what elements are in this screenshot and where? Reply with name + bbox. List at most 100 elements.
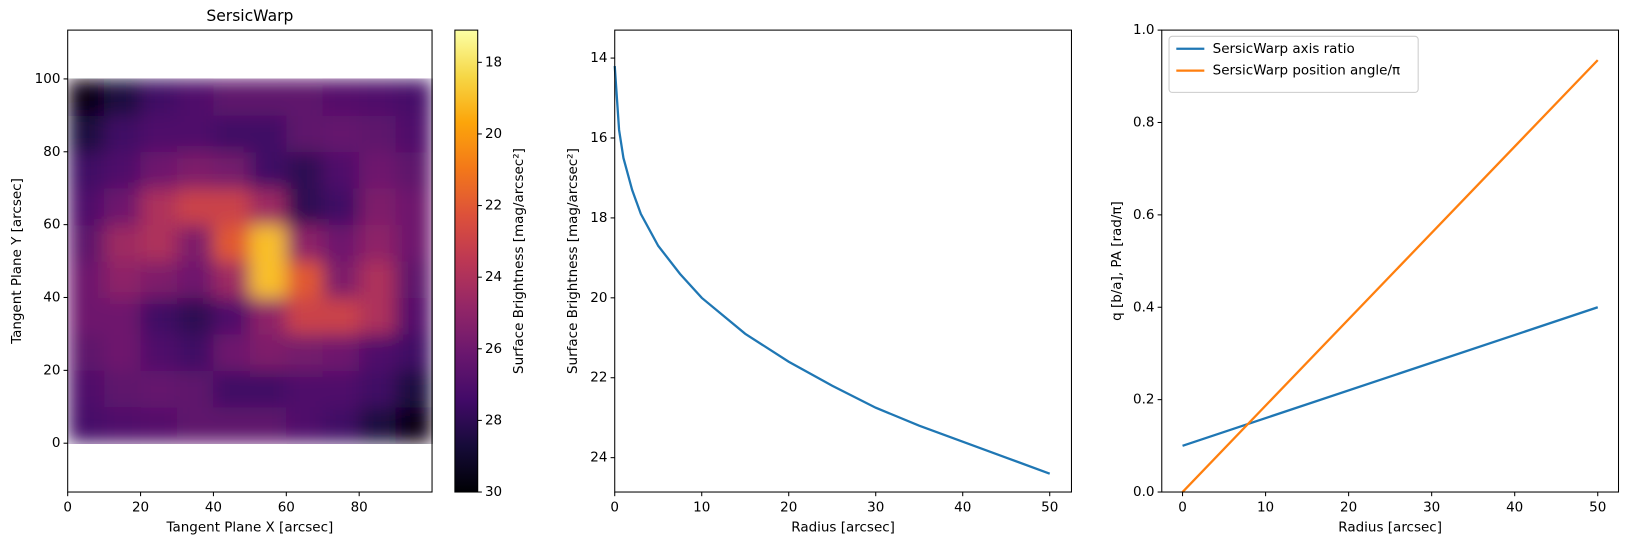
heatmap-cell [359, 151, 397, 189]
heatmap-cell [322, 261, 360, 299]
axes-frame [614, 29, 1072, 493]
heatmap-cell [322, 370, 360, 408]
y-tick-label: 0.8 [1133, 114, 1154, 130]
heatmap-cell [249, 370, 287, 408]
heatmap-cell [104, 406, 142, 444]
y-tick-label: 20 [590, 290, 607, 306]
heatmap-cell [395, 115, 433, 153]
heatmap-cell [67, 188, 105, 226]
heatmap-cell [104, 188, 142, 226]
x-tick-label: 10 [1257, 500, 1274, 516]
heatmap-cell [322, 297, 360, 335]
heatmap-cell [67, 370, 105, 408]
y-tick-label: 14 [590, 50, 607, 66]
heatmap-cell [395, 224, 433, 262]
y-tick-label: 16 [590, 130, 607, 146]
heatmap-cell [395, 406, 433, 444]
heatmap-cell [249, 333, 287, 371]
y-axis-label: Tangent Plane Y [arcsec] [9, 178, 25, 345]
y-tick-label: 22 [590, 370, 607, 386]
heatmap-cell [322, 333, 360, 371]
y-tick-label: 100 [35, 71, 61, 87]
heatmap-cell [286, 333, 324, 371]
x-tick-label: 40 [954, 500, 971, 516]
heatmap-cell [213, 261, 251, 299]
heatmap-cell [359, 333, 397, 371]
heatmap-cell [322, 115, 360, 153]
heatmap-cell [177, 297, 214, 335]
heatmap-cell [140, 333, 178, 371]
x-tick-label: 0 [610, 500, 619, 516]
colorbar-label: Surface Brightness [mag/arcsec²] [511, 148, 527, 374]
axes-frame [1161, 29, 1620, 493]
heatmap-cell [213, 406, 251, 444]
heatmap-cell [177, 333, 214, 371]
line-series [1182, 306, 1599, 447]
heatmap-cell [140, 261, 178, 299]
heatmap-cell [249, 224, 287, 262]
heatmap-cell [249, 261, 287, 299]
heatmap-cell [322, 151, 360, 189]
heatmap-cell [67, 406, 105, 444]
x-axis-label: Radius [arcsec] [1338, 519, 1442, 535]
chart-title: SersicWarp [206, 7, 293, 25]
heatmap-cell [177, 151, 214, 189]
heatmap-cell [286, 78, 324, 116]
heatmap-cell [104, 333, 142, 371]
x-tick-label: 0 [1178, 500, 1187, 516]
x-tick-label: 80 [351, 500, 368, 516]
heatmap-cell [104, 151, 142, 189]
heatmap-cell [140, 78, 178, 116]
x-tick-label: 30 [867, 500, 884, 516]
legend-label: SersicWarp position angle/π [1213, 63, 1400, 79]
x-tick-label: 20 [132, 500, 149, 516]
heatmap-cell [140, 151, 178, 189]
colorbar-frame [454, 29, 479, 493]
y-tick-label: 0.2 [1133, 392, 1154, 408]
line-series [613, 65, 1051, 475]
colorbar-tick-label: 30 [485, 484, 502, 500]
heatmap-cell [322, 224, 360, 262]
colorbar-tick-label: 18 [485, 54, 502, 70]
heatmap-cell [213, 297, 251, 335]
y-tick-label: 20 [43, 362, 60, 378]
x-tick-label: 20 [1340, 500, 1357, 516]
x-tick-label: 50 [1589, 500, 1606, 516]
heatmap-cell [249, 151, 287, 189]
heatmap-cell [67, 115, 105, 153]
heatmap-cell [286, 297, 324, 335]
x-axis-label: Tangent Plane X [arcsec] [165, 519, 333, 535]
heatmap-cell [213, 78, 251, 116]
x-tick-label: 10 [693, 500, 710, 516]
heatmap-cell [359, 115, 397, 153]
heatmap-cell [140, 224, 178, 262]
heatmap-cell [395, 78, 433, 116]
heatmap-cell [249, 406, 287, 444]
heatmap-cell [104, 224, 142, 262]
heatmap-cell [249, 297, 287, 335]
colorbar-tick-label: 26 [485, 341, 502, 357]
x-tick-label: 30 [1423, 500, 1440, 516]
y-tick-label: 0.4 [1133, 299, 1154, 315]
y-tick-label: 1.0 [1133, 22, 1154, 38]
colorbar-tick-label: 20 [485, 126, 502, 142]
heatmap-cell [286, 151, 324, 189]
heatmap-cell [213, 224, 251, 262]
heatmap-cell [213, 188, 251, 226]
heatmap-cell [213, 333, 251, 371]
heatmap-cell [177, 78, 214, 116]
heatmap-cell [286, 224, 324, 262]
heatmap-cell [104, 370, 142, 408]
x-tick-label: 20 [780, 500, 797, 516]
heatmap-cell [104, 261, 142, 299]
heatmap-cell [177, 188, 214, 226]
y-tick-label: 0.0 [1133, 484, 1154, 500]
heatmap-cell [286, 406, 324, 444]
heatmap-cell [67, 261, 105, 299]
heatmap-cell [286, 115, 324, 153]
heatmap-cell [359, 406, 397, 444]
heatmap-cell [395, 333, 433, 371]
legend-frame [1168, 35, 1419, 93]
colorbar [454, 30, 478, 493]
